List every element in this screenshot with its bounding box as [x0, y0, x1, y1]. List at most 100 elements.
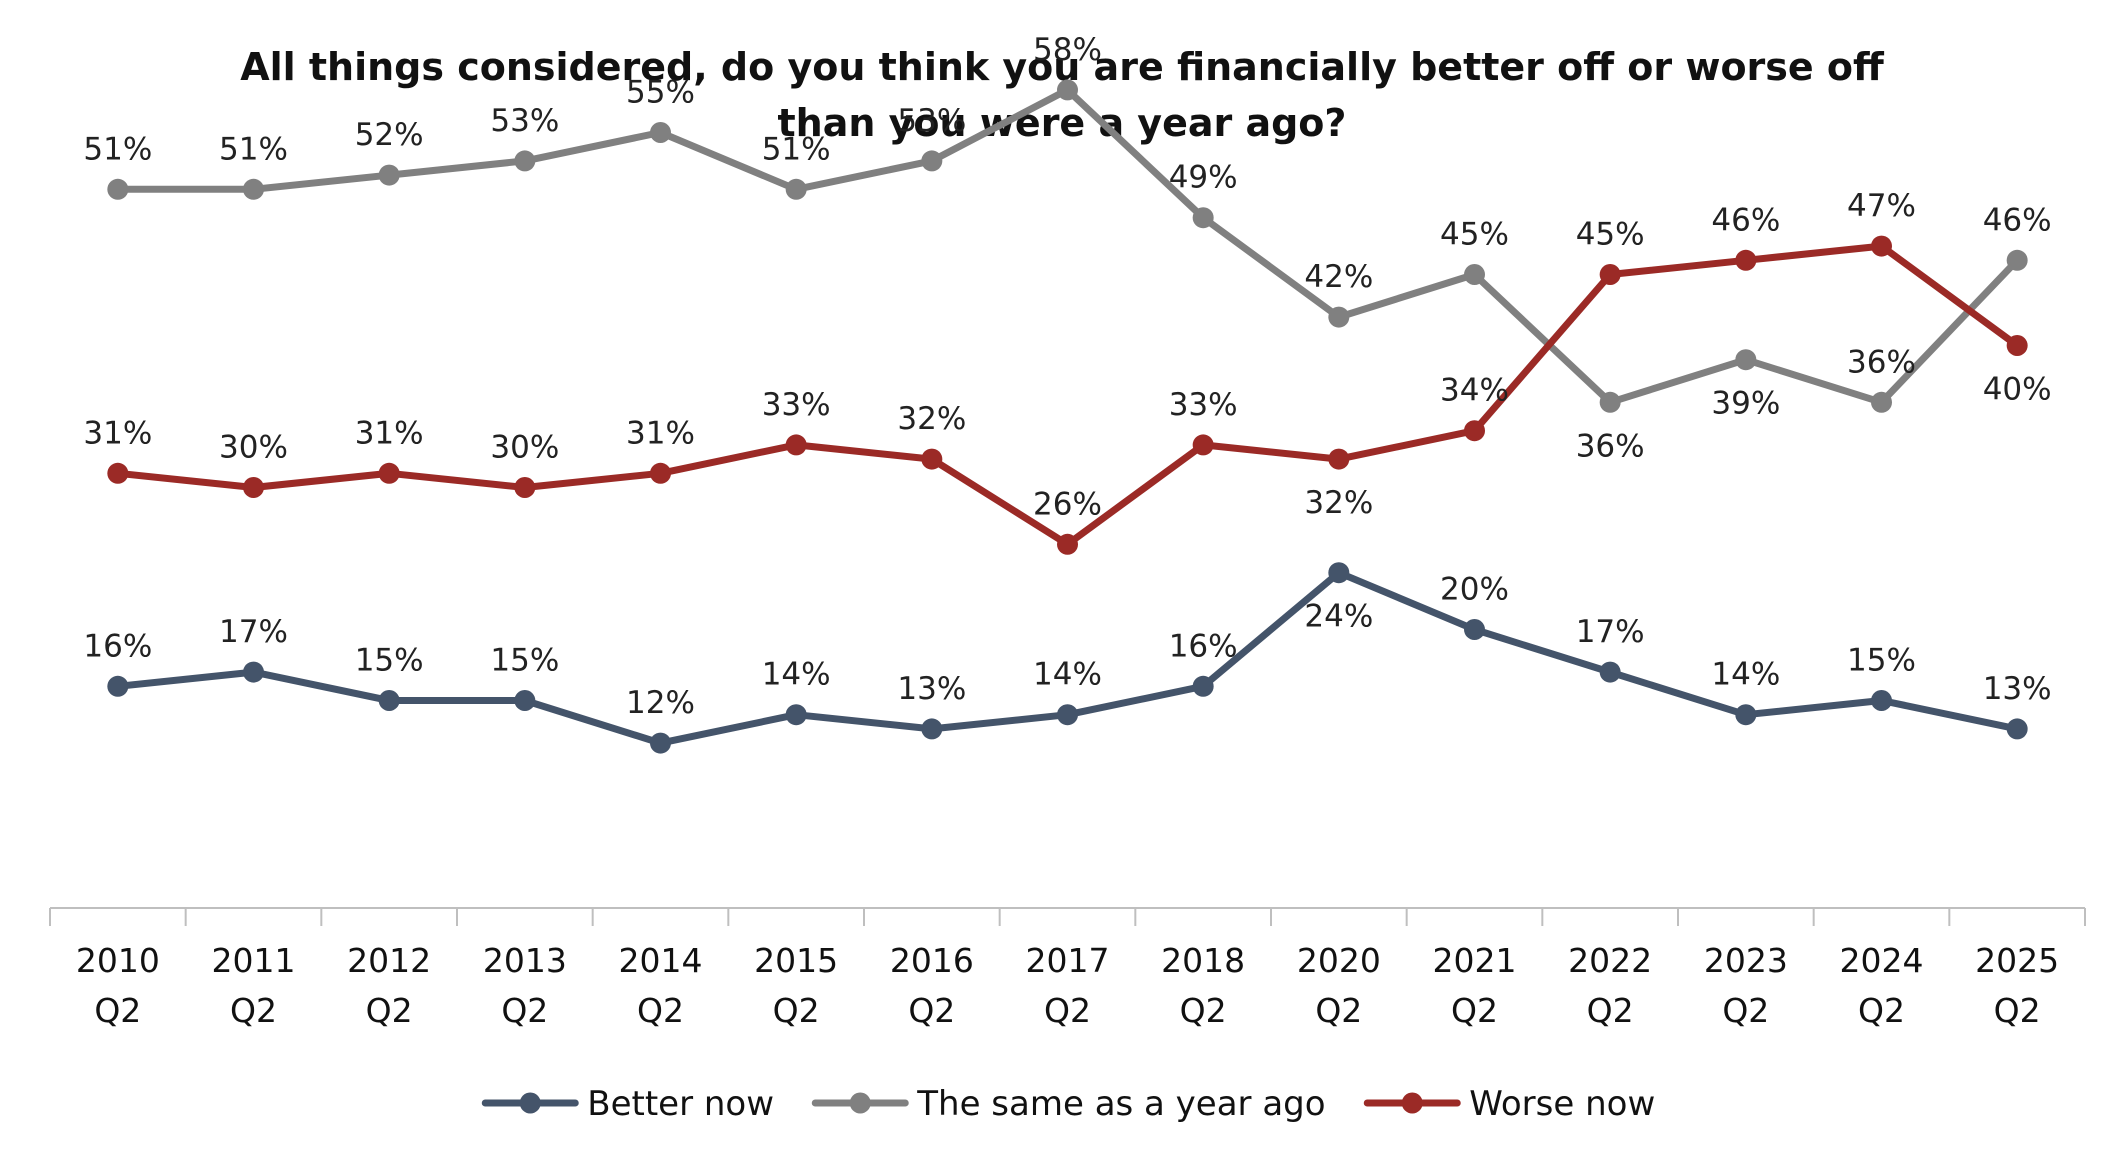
data-point — [107, 462, 129, 484]
data-point — [785, 434, 807, 456]
data-point — [107, 675, 129, 697]
data-point — [243, 661, 264, 683]
data-label: 45% — [1576, 217, 1645, 253]
data-label: 36% — [1576, 428, 1645, 464]
data-label: 20% — [1440, 572, 1509, 608]
x-tick-label: 2024 Q2 — [1840, 941, 1924, 1030]
data-label: 53% — [490, 103, 559, 139]
data-point — [1464, 264, 1485, 285]
data-label: 39% — [1711, 386, 1780, 422]
x-tick-label: 2011 Q2 — [212, 941, 296, 1030]
data-point — [1192, 434, 1214, 456]
x-tick-label: 2023 Q2 — [1704, 941, 1788, 1030]
data-label: 49% — [1169, 160, 1238, 196]
legend-item: Better now — [481, 1084, 774, 1124]
data-label: 51% — [83, 131, 152, 167]
x-tick-label: 2017 Q2 — [1026, 941, 1110, 1030]
data-label: 16% — [1169, 628, 1238, 664]
data-label: 51% — [762, 131, 831, 167]
data-point — [921, 718, 943, 740]
legend-item: The same as a year ago — [811, 1084, 1326, 1124]
x-tick-label: 2020 Q2 — [1297, 941, 1381, 1030]
legend-label: Better now — [587, 1084, 774, 1124]
data-label: 12% — [626, 685, 695, 721]
data-label: 33% — [762, 387, 831, 423]
x-tick-label: 2016 Q2 — [890, 941, 974, 1030]
data-point — [1328, 306, 1350, 328]
data-label: 32% — [1304, 485, 1373, 521]
data-label: 14% — [1033, 657, 1102, 693]
data-label: 46% — [1983, 202, 2052, 238]
data-label: 45% — [1440, 217, 1509, 253]
data-point — [1057, 79, 1078, 101]
data-point — [514, 477, 536, 498]
data-label: 46% — [1711, 202, 1780, 238]
data-point — [2006, 249, 2028, 271]
data-label: 42% — [1304, 259, 1373, 295]
data-label: 53% — [897, 103, 966, 139]
legend-swatch-marker — [519, 1092, 541, 1114]
data-label: 15% — [490, 643, 559, 679]
data-point — [2006, 718, 2028, 740]
data-label: 32% — [897, 401, 966, 437]
data-point — [1871, 235, 1892, 257]
data-label: 51% — [219, 131, 288, 167]
legend-swatch-marker — [849, 1092, 871, 1114]
data-point — [1057, 704, 1078, 726]
data-point — [650, 122, 671, 143]
data-label: 30% — [219, 430, 288, 466]
data-label: 47% — [1847, 188, 1916, 224]
data-label: 31% — [355, 415, 424, 451]
data-point — [1599, 391, 1621, 413]
data-point — [785, 704, 807, 726]
data-label: 40% — [1983, 372, 2052, 408]
data-label: 36% — [1847, 344, 1916, 380]
data-point — [921, 150, 943, 172]
data-label: 26% — [1033, 486, 1102, 522]
data-point — [2006, 335, 2028, 356]
data-point — [785, 178, 807, 200]
data-point — [243, 178, 264, 200]
x-tick-label: 2025 Q2 — [1975, 941, 2059, 1030]
data-label: 33% — [1169, 387, 1238, 423]
data-point — [378, 690, 400, 711]
data-label: 14% — [1711, 657, 1780, 693]
x-tick-label: 2021 Q2 — [1433, 941, 1517, 1030]
data-point — [1464, 420, 1485, 442]
data-label: 55% — [626, 75, 695, 111]
data-point — [1057, 533, 1078, 555]
data-point — [650, 462, 671, 484]
data-label: 58% — [1033, 32, 1102, 68]
data-point — [1328, 562, 1350, 584]
data-label: 15% — [355, 643, 424, 679]
data-point — [1871, 391, 1892, 413]
data-point — [243, 477, 264, 498]
data-label: 14% — [762, 657, 831, 693]
legend-label: The same as a year ago — [916, 1084, 1325, 1124]
data-point — [514, 150, 536, 172]
data-label: 13% — [1983, 671, 2052, 707]
data-point — [107, 178, 129, 200]
data-point — [1328, 448, 1350, 470]
legend-label: Worse now — [1469, 1084, 1655, 1124]
x-axis: 2010 Q2 2011 Q2 2012 Q2 2013 Q2 2014 Q2 2015 Q2 2016… — [49, 907, 2086, 1030]
data-label: 31% — [626, 415, 695, 451]
data-labels: 16% 17% 15% 15% 12% 14% 13% 14% 16% 24% 20% 17% 14% 1… — [83, 32, 2051, 721]
x-tick-label: 2018 Q2 — [1161, 941, 1245, 1030]
chart-title-line: than you were a year ago? — [778, 101, 1347, 145]
data-label: 52% — [355, 117, 424, 153]
x-tick-label: 2013 Q2 — [483, 941, 567, 1030]
legend: Better now The same as a year ago Worse no… — [481, 1084, 1655, 1124]
x-tick-label: 2014 Q2 — [619, 941, 703, 1030]
data-label: 17% — [219, 614, 288, 650]
data-point — [1871, 690, 1892, 711]
legend-swatch-marker — [1401, 1092, 1423, 1114]
data-point — [650, 732, 671, 754]
data-point — [1192, 207, 1214, 229]
data-label: 30% — [490, 430, 559, 466]
data-point — [921, 448, 943, 470]
legend-item: Worse now — [1363, 1084, 1655, 1124]
data-label: 34% — [1440, 373, 1509, 409]
x-tick-label: 2012 Q2 — [347, 941, 431, 1030]
